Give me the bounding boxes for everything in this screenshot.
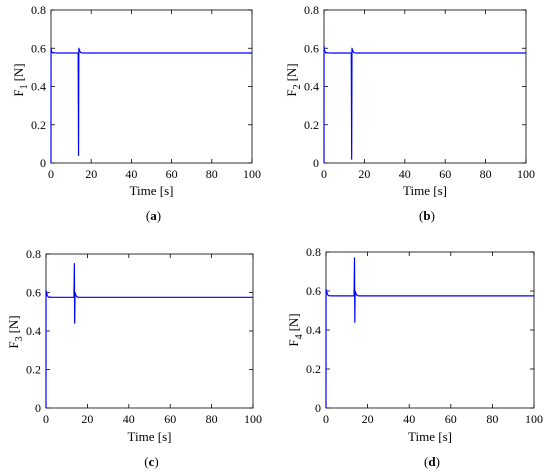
- plot-frame: [45, 253, 254, 409]
- x-tick-label: 60: [164, 412, 176, 426]
- x-tick-label: 40: [125, 167, 137, 181]
- subplot-a: 0 20 40 60 80 100 0 0.2 0.4 0.6 0.8 Time [s] F1 [N] (a…: [11, 3, 261, 223]
- y-tick-label: 0.4: [306, 323, 321, 337]
- panel-label-open: (: [424, 454, 428, 469]
- subplot-c: 0 20 40 60 80 100 0 0.2 0.4 0.6 0.8 Time [s] F3 [N] (c…: [6, 247, 262, 469]
- y-axis-subscript: 1: [19, 84, 30, 89]
- y-axis-symbol: F: [6, 341, 21, 348]
- x-tick-label: 20: [362, 412, 374, 426]
- plot-frame: [50, 9, 253, 164]
- y-axis-title: F4 [N]: [286, 313, 305, 346]
- y-tick-label: 0.4: [304, 80, 319, 94]
- panel-label: (b): [419, 208, 435, 223]
- x-tick-label: 100: [243, 167, 261, 181]
- x-tick-label: 60: [445, 412, 457, 426]
- y-tick-label: 0.6: [26, 286, 41, 300]
- x-tick-label: 40: [123, 412, 135, 426]
- y-tick-label: 0.2: [304, 118, 319, 132]
- series-line-c-0: [45, 263, 253, 409]
- x-tick-label: 80: [486, 412, 498, 426]
- panel-label-close: ): [431, 208, 435, 223]
- y-tick-label: 0.2: [26, 363, 41, 377]
- subplot-b: 0 20 40 60 80 100 0 0.2 0.4 0.6 0.8 Time [s] F2 [N] (b…: [284, 3, 535, 223]
- x-tick-label: 0: [321, 167, 327, 181]
- series-line-a-0: [50, 47, 252, 164]
- panel-label-letter: c: [149, 454, 155, 469]
- panel-label-letter: d: [428, 454, 436, 469]
- y-tick-label: 0.8: [306, 245, 321, 259]
- panel-label-letter: a: [150, 208, 157, 223]
- x-tick-label: 60: [439, 167, 451, 181]
- x-tick-label: 100: [517, 167, 535, 181]
- y-axis-unit: [N]: [286, 313, 301, 331]
- x-tick-label: 60: [166, 167, 178, 181]
- y-tick-label: 0.6: [306, 284, 321, 298]
- y-axis-unit: [N]: [284, 63, 299, 81]
- panel-label: (a): [146, 208, 161, 223]
- x-axis-title: Time [s]: [130, 183, 174, 198]
- y-axis-title: F2 [N]: [284, 63, 303, 96]
- plot-frame: [325, 251, 535, 409]
- y-axis-subscript: 3: [14, 336, 25, 341]
- series-line-d-0: [325, 257, 534, 409]
- x-tick-label: 0: [43, 412, 49, 426]
- x-tick-label: 100: [244, 412, 262, 426]
- y-axis-symbol: F: [286, 339, 301, 346]
- subplot-d: 0 20 40 60 80 100 0 0.2 0.4 0.6 0.8 Time [s] F4 [N] (d…: [286, 245, 543, 469]
- panel-label: (d): [424, 454, 440, 469]
- y-axis-symbol: F: [11, 89, 26, 96]
- y-axis-subscript: 4: [294, 334, 305, 339]
- panel-label-close: ): [157, 208, 161, 223]
- x-tick-label: 80: [480, 167, 492, 181]
- panel-label-letter: b: [423, 208, 430, 223]
- y-tick-label: 0: [40, 156, 46, 170]
- x-tick-label: 20: [81, 412, 93, 426]
- y-axis-symbol: F: [284, 89, 299, 96]
- y-axis-unit: [N]: [11, 63, 26, 81]
- x-tick-label: 40: [399, 167, 411, 181]
- y-tick-label: 0: [315, 401, 321, 415]
- y-axis-subscript: 2: [292, 84, 303, 89]
- x-axis-title: Time [s]: [128, 429, 172, 444]
- y-tick-label: 0.8: [304, 3, 319, 17]
- panel-label-open: (: [144, 454, 148, 469]
- series-line-b-0: [323, 45, 526, 164]
- panel-label-close: ): [154, 454, 158, 469]
- x-tick-label: 20: [85, 167, 97, 181]
- y-tick-label: 0.4: [31, 80, 46, 94]
- y-axis-unit: [N]: [6, 315, 21, 333]
- x-tick-label: 0: [48, 167, 54, 181]
- panel-label-close: ): [436, 454, 440, 469]
- x-tick-label: 20: [358, 167, 370, 181]
- x-axis-title: Time [s]: [403, 183, 447, 198]
- y-tick-label: 0.2: [306, 362, 321, 376]
- y-tick-label: 0.6: [304, 41, 319, 55]
- y-tick-label: 0.2: [31, 118, 46, 132]
- x-axis-title: Time [s]: [408, 429, 452, 444]
- x-tick-label: 0: [323, 412, 329, 426]
- panel-label-open: (: [146, 208, 150, 223]
- panel-label: (c): [144, 454, 158, 469]
- y-tick-label: 0: [35, 401, 41, 415]
- y-tick-label: 0: [313, 156, 319, 170]
- panel-label-open: (: [419, 208, 423, 223]
- y-tick-label: 0.8: [26, 247, 41, 261]
- y-tick-label: 0.6: [31, 41, 46, 55]
- y-tick-label: 0.4: [26, 324, 41, 338]
- x-tick-label: 80: [206, 412, 218, 426]
- plot-frame: [323, 9, 527, 164]
- x-tick-label: 80: [206, 167, 218, 181]
- y-axis-title: F1 [N]: [11, 63, 30, 96]
- x-tick-label: 40: [403, 412, 415, 426]
- y-tick-label: 0.8: [31, 3, 46, 17]
- y-axis-title: F3 [N]: [6, 315, 25, 348]
- x-tick-label: 100: [525, 412, 543, 426]
